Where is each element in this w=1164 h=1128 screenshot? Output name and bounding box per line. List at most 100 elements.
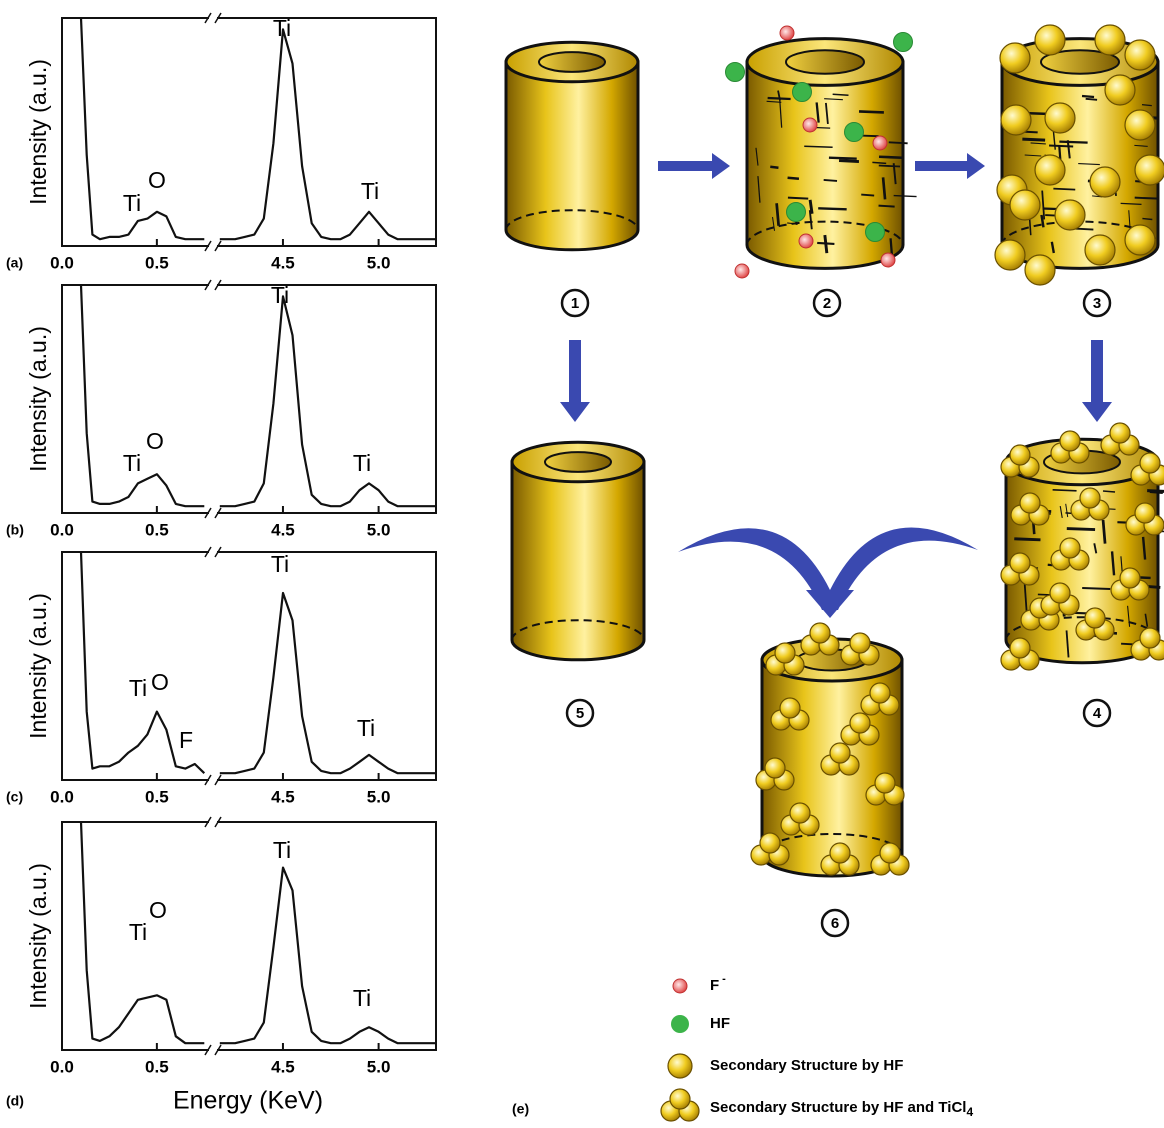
particle — [850, 713, 870, 733]
spectrum-line — [220, 296, 436, 506]
crack — [1014, 539, 1040, 540]
hf-molecule — [726, 63, 745, 82]
particle — [1045, 103, 1075, 133]
crack — [1135, 198, 1159, 199]
arrow — [915, 153, 985, 179]
particle — [1095, 25, 1125, 55]
plot-frame — [62, 552, 436, 780]
x-tick-label: 0.0 — [50, 253, 74, 272]
arrow — [560, 340, 590, 422]
fluoride-ion — [780, 26, 794, 40]
particle — [875, 773, 895, 793]
y-axis-label: Intensity (a.u.) — [25, 593, 51, 739]
particle — [850, 633, 870, 653]
legend-label: HF — [710, 1015, 730, 1032]
spectrum-line — [220, 593, 436, 773]
crack — [859, 111, 884, 112]
particle — [1110, 423, 1130, 443]
x-tick-label: 4.5 — [271, 787, 295, 806]
particle — [790, 803, 810, 823]
nanotube — [751, 623, 909, 876]
x-tick-label: 5.0 — [367, 253, 391, 272]
crack — [879, 206, 895, 207]
particle — [1050, 583, 1070, 603]
panel-label: (b) — [6, 522, 24, 538]
panel-label: (c) — [6, 789, 23, 805]
hf-molecule — [845, 123, 864, 142]
particle — [830, 843, 850, 863]
x-tick-label: 4.5 — [271, 253, 295, 272]
axis-break-gap — [209, 243, 217, 249]
nanotube — [1001, 423, 1164, 670]
crack — [1147, 491, 1164, 492]
y-axis-label: Intensity (a.u.) — [25, 863, 51, 1009]
x-tick-label: 0.5 — [145, 520, 169, 539]
crack — [825, 235, 827, 253]
step-number: 4 — [1093, 705, 1102, 722]
particle — [1020, 493, 1040, 513]
peak-label: O — [151, 669, 169, 695]
particle — [1010, 445, 1030, 465]
crack — [770, 167, 778, 168]
crack — [1086, 99, 1097, 100]
step-number: 1 — [571, 295, 579, 312]
particle — [1125, 110, 1155, 140]
fluoride-ion — [873, 136, 887, 150]
legend-icon — [661, 1089, 699, 1121]
particle — [1060, 431, 1080, 451]
particle — [1125, 225, 1155, 255]
spectrum-line — [81, 285, 204, 506]
hf-molecule — [894, 33, 913, 52]
crack — [804, 146, 832, 147]
spectrum-line — [220, 29, 436, 239]
arrow — [658, 153, 730, 179]
crack — [1103, 491, 1115, 492]
crack — [1082, 588, 1110, 589]
particle — [668, 1054, 692, 1078]
x-tick-label: 4.5 — [271, 520, 295, 539]
x-tick-label: 0.0 — [50, 787, 74, 806]
peak-label: F — [179, 727, 193, 753]
nanotube-hole — [539, 52, 605, 72]
particle — [1080, 488, 1100, 508]
crack — [833, 94, 849, 95]
plot-frame — [62, 285, 436, 513]
peak-label: O — [149, 897, 167, 923]
legend-icon — [673, 979, 687, 993]
particle — [765, 758, 785, 778]
particle — [1140, 628, 1160, 648]
particle — [1035, 155, 1065, 185]
fluoride-ion — [881, 253, 895, 267]
particle — [1085, 235, 1115, 265]
peak-label: Ti — [123, 450, 141, 476]
particle — [670, 1089, 690, 1109]
arrow-head — [806, 590, 854, 618]
legend-label: Secondary Structure by HF and TiCl4 — [710, 1099, 973, 1119]
axis-break-gap — [209, 819, 217, 825]
panel-label: (d) — [6, 1093, 24, 1109]
crack — [788, 178, 799, 179]
plot-frame — [62, 18, 436, 246]
fluoride-ion — [735, 264, 749, 278]
x-tick-label: 0.0 — [50, 520, 74, 539]
crack — [1142, 218, 1152, 219]
crack — [839, 161, 859, 162]
particle — [830, 743, 850, 763]
legend-text: F — [710, 977, 719, 994]
peak-label: Ti — [353, 985, 371, 1011]
crack — [788, 198, 808, 199]
axis-break-gap — [209, 15, 217, 21]
x-tick-label: 5.0 — [367, 787, 391, 806]
particle — [1010, 190, 1040, 220]
particle — [1060, 538, 1080, 558]
step-number: 2 — [823, 295, 831, 312]
axis-break-gap — [209, 549, 217, 555]
particle — [1135, 155, 1164, 185]
crack — [1053, 490, 1077, 491]
nanotube-body — [506, 62, 638, 250]
figure: 0.00.54.55.0TiOTiTiIntensity (a.u.)(a)0.… — [0, 0, 1164, 1128]
legend-label: F- — [710, 973, 726, 994]
crack — [1049, 145, 1073, 146]
nanotube — [512, 442, 644, 660]
peak-label: Ti — [271, 551, 289, 577]
